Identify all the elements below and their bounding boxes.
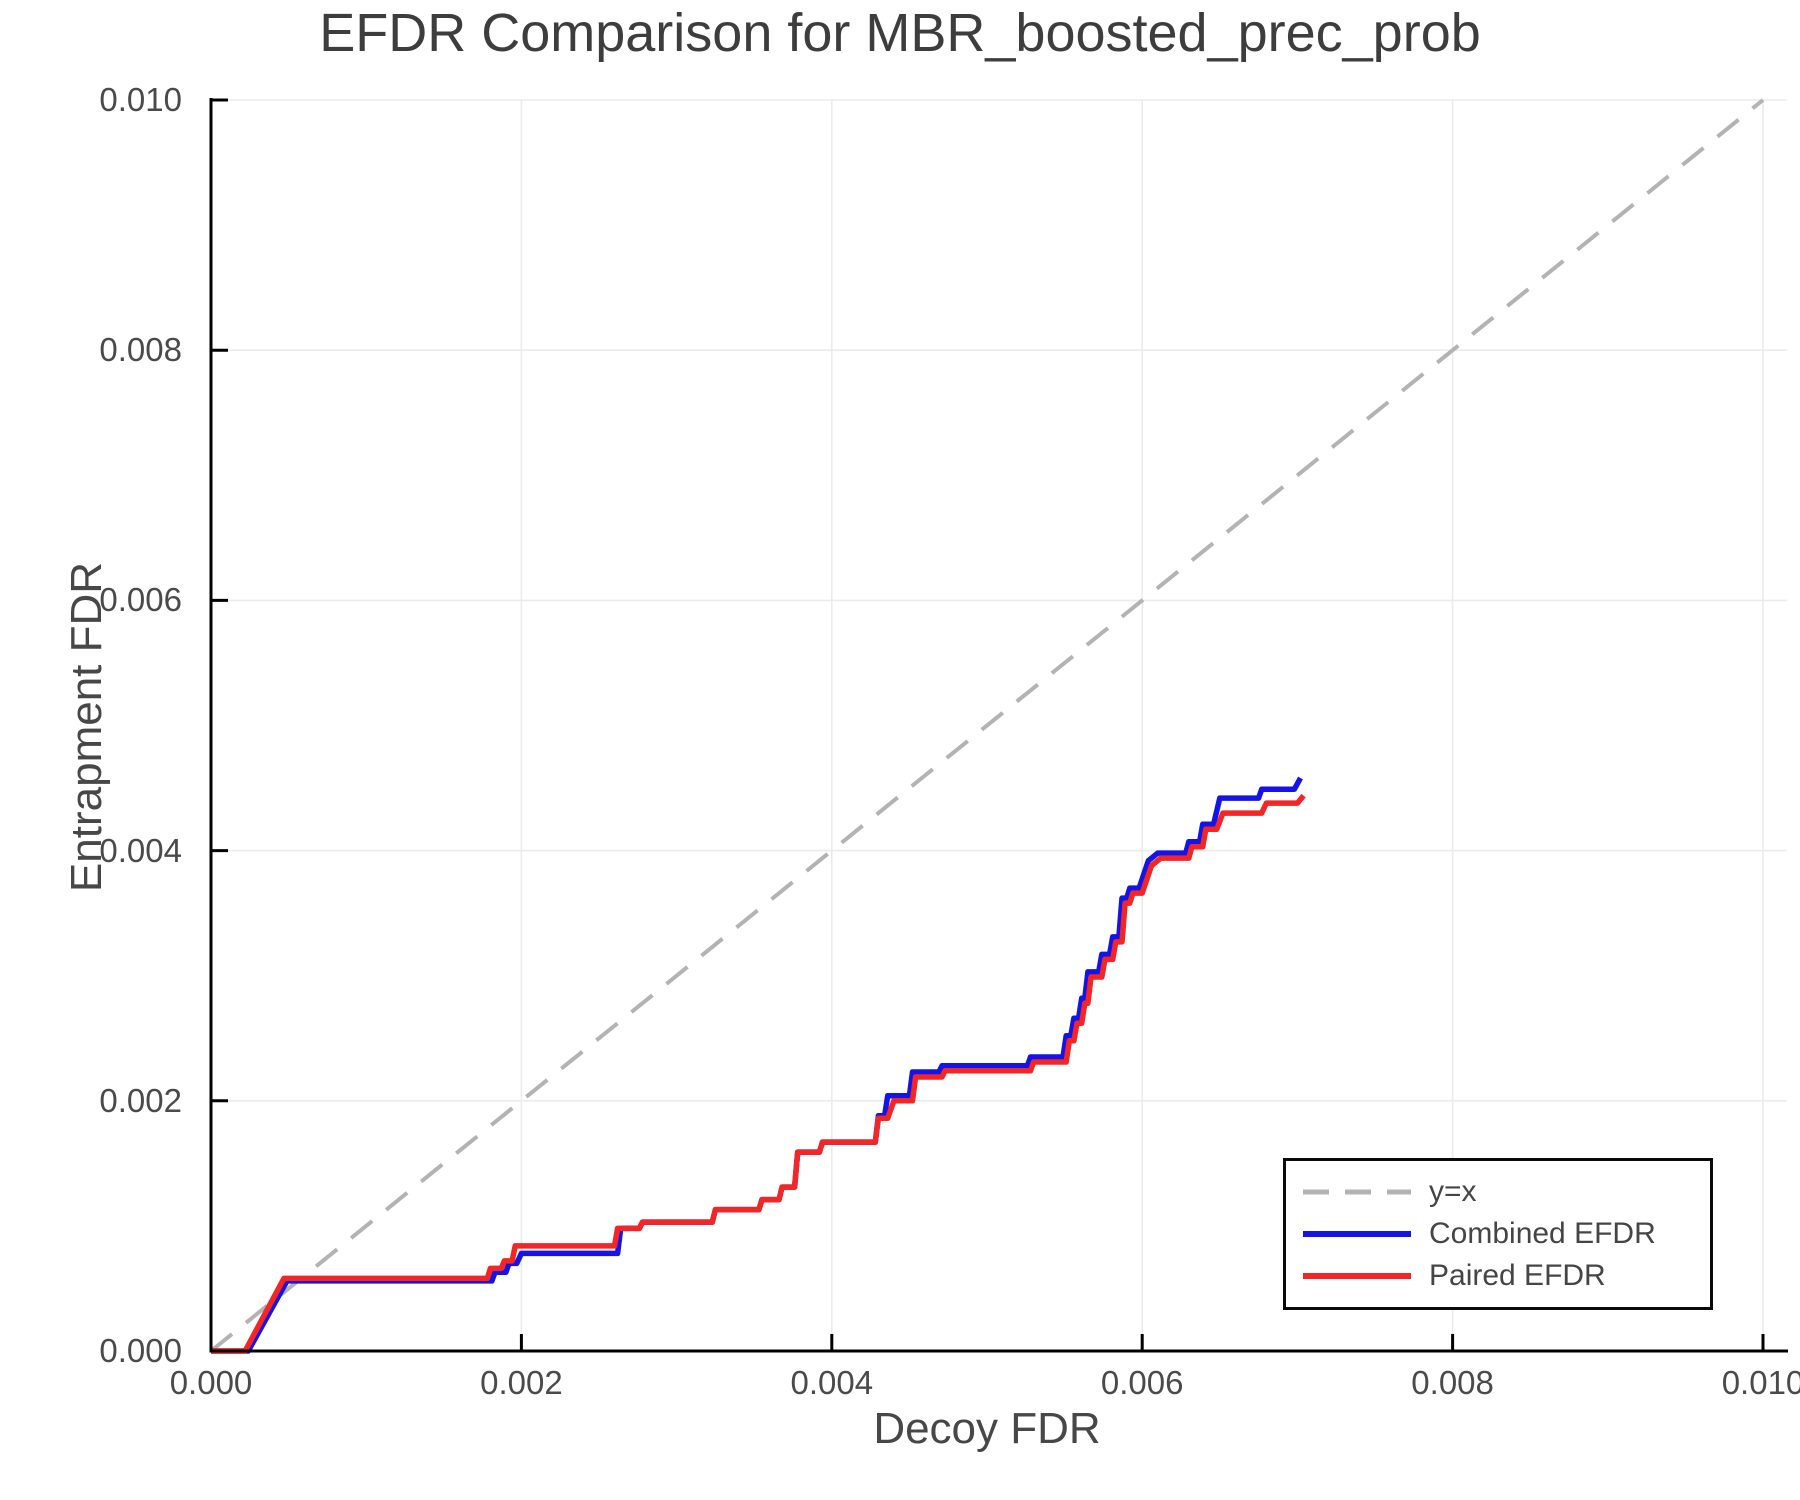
x-tick-label: 0.002 [480, 1364, 563, 1401]
legend-item-combined-efdr: Combined EFDR [1301, 1215, 1710, 1253]
identity-line [209, 98, 1765, 1353]
legend-label-identity: y=x [1429, 1175, 1477, 1208]
x-axis-title: Decoy FDR [873, 1404, 1101, 1453]
legend-item-identity: y=x [1301, 1173, 1710, 1211]
identity-line-swatch-icon [1303, 1189, 1411, 1195]
y-tick-label: 0.000 [99, 1332, 182, 1369]
y-axis-title: Entrapment FDR [62, 561, 111, 893]
combined-efdr-line [211, 776, 1303, 1354]
x-tick-label: 0.006 [1100, 1364, 1184, 1401]
y-tick-label: 0.002 [99, 1081, 182, 1119]
legend-label-paired-efdr: Paired EFDR [1429, 1259, 1606, 1292]
y-tick-label: 0.004 [99, 831, 182, 869]
paired-efdr-swatch-icon [1303, 1273, 1411, 1279]
x-tick-label: 0.010 [1721, 1364, 1800, 1401]
combined-efdr-swatch-icon [1303, 1231, 1411, 1237]
legend: y=x Combined EFDR Paired EFDR [1283, 1158, 1713, 1310]
y-tick-label: 0.006 [99, 581, 182, 619]
x-tick-label: 0.000 [169, 1364, 253, 1401]
legend-item-paired-efdr: Paired EFDR [1301, 1257, 1710, 1295]
x-tick-label: 0.004 [790, 1364, 874, 1401]
chart-title: EFDR Comparison for MBR_boosted_prec_pro… [319, 3, 1481, 63]
x-tick-label: 0.008 [1411, 1364, 1494, 1401]
y-tick-label: 0.008 [99, 331, 182, 369]
legend-label-combined-efdr: Combined EFDR [1429, 1217, 1656, 1250]
paired-efdr-line [211, 793, 1306, 1354]
y-tick-label: 0.010 [99, 81, 182, 118]
